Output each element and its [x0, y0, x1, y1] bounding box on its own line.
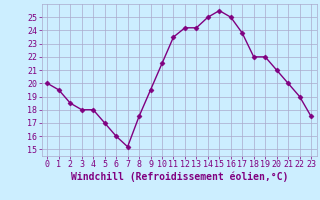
X-axis label: Windchill (Refroidissement éolien,°C): Windchill (Refroidissement éolien,°C) [70, 172, 288, 182]
